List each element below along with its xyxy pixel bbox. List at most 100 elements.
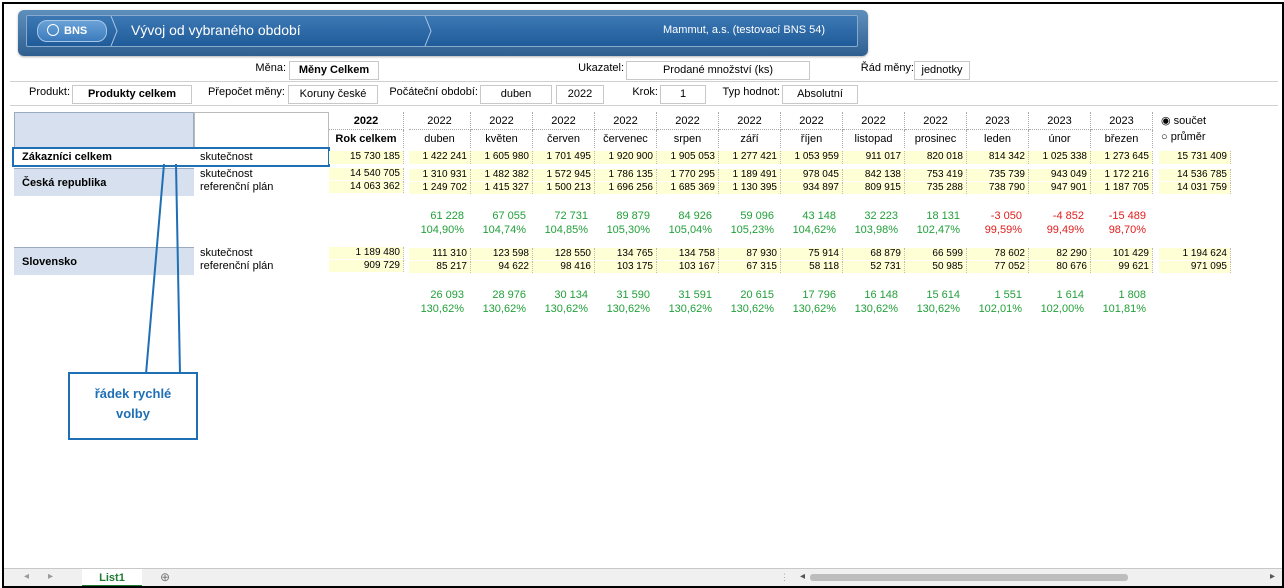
row-value[interactable]: 52 731 bbox=[843, 261, 905, 273]
pocatecni-year-select[interactable]: 2022 bbox=[556, 85, 604, 104]
krok-input[interactable]: 1 bbox=[660, 85, 706, 104]
row-total[interactable]: 14 540 705 bbox=[329, 168, 404, 180]
split-handle-icon[interactable]: ⋮ bbox=[780, 572, 789, 582]
percent-value: 102,00% bbox=[1040, 303, 1084, 315]
row-value[interactable]: 75 914 bbox=[781, 248, 843, 260]
row-value[interactable]: 809 915 bbox=[843, 182, 905, 194]
row-value[interactable]: 87 930 bbox=[719, 248, 781, 260]
row-value[interactable]: 1 500 213 bbox=[533, 182, 595, 194]
percent-value: 130,62% bbox=[668, 303, 712, 315]
percent-value: 105,04% bbox=[668, 224, 712, 236]
prepocet-select[interactable]: Koruny české bbox=[288, 85, 378, 104]
quick-row-value[interactable]: 1 053 959 bbox=[781, 151, 843, 164]
row-value[interactable]: 735 739 bbox=[967, 169, 1029, 181]
row-sum[interactable]: 14 031 759 bbox=[1159, 182, 1231, 194]
row-type-label: referenční plán bbox=[200, 260, 274, 272]
prepocet-label: Přepočet měny: bbox=[207, 86, 285, 98]
rad-meny-select[interactable]: jednotky bbox=[914, 61, 970, 80]
row-value[interactable]: 978 045 bbox=[781, 169, 843, 181]
period-year-header: 2022 bbox=[533, 112, 595, 130]
row-value[interactable]: 753 419 bbox=[905, 169, 967, 181]
row-value[interactable]: 66 599 bbox=[905, 248, 967, 260]
ukazatel-select[interactable]: Prodané množství (ks) bbox=[626, 61, 810, 80]
row-value[interactable]: 1 172 216 bbox=[1091, 169, 1153, 181]
scroll-right-icon[interactable]: ▸ bbox=[1270, 571, 1276, 582]
row-total[interactable]: 1 189 480 bbox=[329, 247, 404, 259]
horizontal-scrollbar-thumb[interactable] bbox=[810, 574, 1128, 581]
row-value[interactable]: 78 602 bbox=[967, 248, 1029, 260]
row-value[interactable]: 134 765 bbox=[595, 248, 657, 260]
row-value[interactable]: 85 217 bbox=[409, 261, 471, 273]
produkt-select[interactable]: Produkty celkem bbox=[72, 85, 192, 104]
row-value[interactable]: 1 770 295 bbox=[657, 169, 719, 181]
quick-row-value[interactable]: 911 017 bbox=[843, 151, 905, 164]
row-sum[interactable]: 14 536 785 bbox=[1159, 169, 1231, 181]
scroll-left-icon[interactable]: ◂ bbox=[800, 571, 806, 582]
quick-row-value[interactable]: 814 342 bbox=[967, 151, 1029, 164]
row-value[interactable]: 1 572 945 bbox=[533, 169, 595, 181]
sheet-tab-list1[interactable]: List1 bbox=[82, 569, 142, 586]
row-value[interactable]: 1 310 931 bbox=[409, 169, 471, 181]
row-value[interactable]: 67 315 bbox=[719, 261, 781, 273]
row-value[interactable]: 94 622 bbox=[471, 261, 533, 273]
row-total[interactable]: 909 729 bbox=[329, 260, 404, 272]
tab-next-icon[interactable]: ▸ bbox=[48, 571, 54, 582]
radio-soucet[interactable]: ◉ součet bbox=[1161, 115, 1207, 127]
row-value[interactable]: 134 758 bbox=[657, 248, 719, 260]
row-value[interactable]: 943 049 bbox=[1029, 169, 1091, 181]
difference-value: 67 055 bbox=[492, 210, 526, 222]
row-value[interactable]: 101 429 bbox=[1091, 248, 1153, 260]
row-value[interactable]: 68 879 bbox=[843, 248, 905, 260]
row-value[interactable]: 123 598 bbox=[471, 248, 533, 260]
quick-row-total[interactable]: 15 730 185 bbox=[329, 151, 404, 164]
row-value[interactable]: 111 310 bbox=[409, 248, 471, 260]
row-sum[interactable]: 1 194 624 bbox=[1159, 248, 1231, 260]
row-value[interactable]: 58 118 bbox=[781, 261, 843, 273]
row-value[interactable]: 738 790 bbox=[967, 182, 1029, 194]
add-sheet-icon[interactable]: ⊕ bbox=[160, 570, 171, 584]
bns-label: BNS bbox=[64, 25, 88, 37]
row-value[interactable]: 1 685 369 bbox=[657, 182, 719, 194]
row-value[interactable]: 82 290 bbox=[1029, 248, 1091, 260]
row-value[interactable]: 98 416 bbox=[533, 261, 595, 273]
radio-prumer[interactable]: ○ průměr bbox=[1161, 131, 1206, 143]
bns-logo-button[interactable]: BNS bbox=[37, 20, 107, 42]
typ-hodnot-select[interactable]: Absolutní bbox=[782, 85, 858, 104]
row-value[interactable]: 1 130 395 bbox=[719, 182, 781, 194]
quick-row-value[interactable]: 1 701 495 bbox=[533, 151, 595, 164]
row-sum[interactable]: 971 095 bbox=[1159, 261, 1231, 273]
tab-prev-icon[interactable]: ◂ bbox=[24, 571, 30, 582]
row-value[interactable]: 1 482 382 bbox=[471, 169, 533, 181]
quick-row-value[interactable]: 820 018 bbox=[905, 151, 967, 164]
row-value[interactable]: 77 052 bbox=[967, 261, 1029, 273]
row-value[interactable]: 947 901 bbox=[1029, 182, 1091, 194]
row-value[interactable]: 842 138 bbox=[843, 169, 905, 181]
row-value[interactable]: 128 550 bbox=[533, 248, 595, 260]
quick-row-value[interactable]: 1 422 241 bbox=[409, 151, 471, 164]
row-value[interactable]: 1 187 705 bbox=[1091, 182, 1153, 194]
row-value[interactable]: 103 167 bbox=[657, 261, 719, 273]
row-value[interactable]: 1 415 327 bbox=[471, 182, 533, 194]
typ-hodnot-label: Typ hodnot: bbox=[722, 86, 781, 98]
row-value[interactable]: 1 696 256 bbox=[595, 182, 657, 194]
difference-value: 17 796 bbox=[802, 289, 836, 301]
row-value[interactable]: 735 288 bbox=[905, 182, 967, 194]
row-value[interactable]: 50 985 bbox=[905, 261, 967, 273]
row-value[interactable]: 99 621 bbox=[1091, 261, 1153, 273]
quick-row-value[interactable]: 1 277 421 bbox=[719, 151, 781, 164]
quick-row-value[interactable]: 1 905 053 bbox=[657, 151, 719, 164]
row-total[interactable]: 14 063 362 bbox=[329, 181, 404, 193]
quick-row-value[interactable]: 1 025 338 bbox=[1029, 151, 1091, 164]
quick-row-value[interactable]: 1 920 900 bbox=[595, 151, 657, 164]
row-value[interactable]: 103 175 bbox=[595, 261, 657, 273]
quick-row-value[interactable]: 1 273 645 bbox=[1091, 151, 1153, 164]
pocatecni-month-select[interactable]: duben bbox=[480, 85, 552, 104]
row-value[interactable]: 1 786 135 bbox=[595, 169, 657, 181]
row-value[interactable]: 80 676 bbox=[1029, 261, 1091, 273]
row-value[interactable]: 934 897 bbox=[781, 182, 843, 194]
quick-row-value[interactable]: 1 605 980 bbox=[471, 151, 533, 164]
mena-select[interactable]: Měny Celkem bbox=[289, 61, 379, 80]
row-value[interactable]: 1 189 491 bbox=[719, 169, 781, 181]
quick-row-sum[interactable]: 15 731 409 bbox=[1159, 151, 1231, 164]
row-value[interactable]: 1 249 702 bbox=[409, 182, 471, 194]
